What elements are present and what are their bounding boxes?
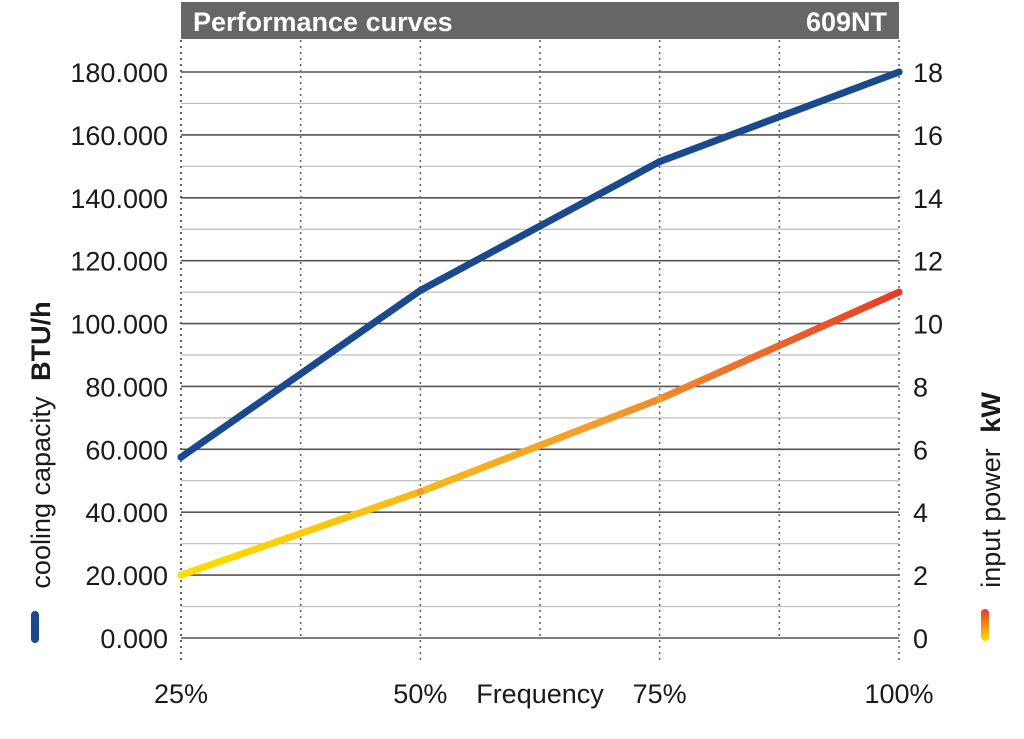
input-power-line: [177, 288, 903, 579]
left-tick-label: 160.000: [70, 121, 168, 151]
left-tick-label: 0.000: [100, 624, 168, 654]
x-axis-ticks: 25% 50% 75% 100%: [154, 679, 934, 709]
left-tick-label: 60.000: [85, 435, 168, 465]
right-tick-label: 18: [913, 58, 943, 88]
power-legend-swatch: [981, 609, 989, 641]
left-tick-label: 40.000: [85, 498, 168, 528]
cooling-capacity-point: [895, 68, 903, 76]
cooling-capacity-point: [416, 287, 424, 295]
x-tick-label: 100%: [864, 679, 933, 709]
x-tick-label: 25%: [154, 679, 208, 709]
grid: [180, 40, 900, 660]
left-tick-label: 20.000: [85, 561, 168, 591]
right-axis-title-prefix: input power: [976, 448, 1006, 588]
right-tick-label: 6: [913, 435, 928, 465]
left-axis-title-unit: BTU/h: [26, 301, 56, 380]
left-tick-label: 140.000: [70, 184, 168, 214]
left-tick-label: 180.000: [70, 58, 168, 88]
series-layer: [177, 68, 903, 579]
right-tick-label: 4: [913, 498, 928, 528]
model-label: 609NT: [806, 7, 888, 37]
cooling-capacity-line: [177, 68, 903, 461]
x-tick-label: 50%: [393, 679, 447, 709]
right-tick-label: 14: [913, 184, 943, 214]
x-axis-title: Frequency: [476, 679, 604, 709]
right-axis-title-unit: kW: [976, 392, 1006, 433]
input-power-point: [895, 288, 903, 296]
right-tick-label: 10: [913, 310, 943, 340]
left-tick-label: 80.000: [85, 372, 168, 402]
left-tick-label: 100.000: [70, 310, 168, 340]
left-axis-ticks: 0.000 20.000 40.000 60.000 80.000 100.000 120.…: [70, 58, 168, 654]
input-power-point: [416, 488, 424, 496]
input-power-point: [177, 571, 185, 579]
right-tick-label: 2: [913, 561, 928, 591]
right-tick-label: 16: [913, 121, 943, 151]
right-axis-ticks: 0 2 4 6 8 10 12 14 16 18: [913, 58, 943, 654]
right-tick-label: 8: [913, 372, 928, 402]
right-tick-label: 12: [913, 247, 943, 277]
right-axis-title: input power kW: [976, 392, 1006, 588]
input-power-point: [656, 395, 664, 403]
cooling-capacity-point: [177, 453, 185, 461]
x-tick-label: 75%: [633, 679, 687, 709]
left-axis-title: cooling capacity BTU/h: [26, 301, 56, 588]
left-tick-label: 120.000: [70, 247, 168, 277]
left-axis-title-prefix: cooling capacity: [26, 396, 56, 589]
cooling-capacity-point: [656, 158, 664, 166]
cooling-legend-swatch: [31, 611, 39, 643]
title-bar: [181, 2, 899, 39]
right-tick-label: 0: [913, 624, 928, 654]
chart-title: Performance curves: [193, 7, 453, 37]
